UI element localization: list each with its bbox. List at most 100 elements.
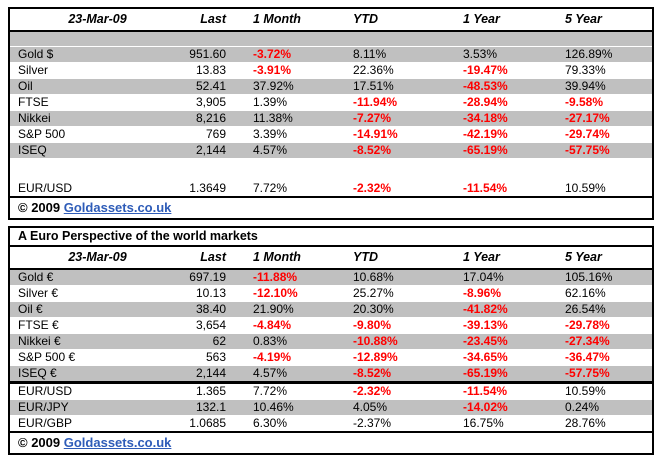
row-label: Nikkei € <box>10 333 185 350</box>
cell-percent: -8.52% <box>330 365 440 383</box>
usd-market-table: 23-Mar-09 Last 1 Month YTD 1 Year 5 Year Gold… <box>8 7 654 220</box>
column-header: 1 Year <box>440 9 542 32</box>
row-label: Nikkei <box>10 110 185 127</box>
cell-percent: -14.91% <box>330 126 440 143</box>
cell-percent: 62.16% <box>542 285 652 302</box>
cell-percent: 6.30% <box>230 415 330 433</box>
table-row: Oil €38.40 21.90% 20.30% -41.82% 26.54% <box>10 301 652 318</box>
copyright-note: © 2009 <box>18 200 61 215</box>
cell-last-price: 2,144 <box>185 365 230 383</box>
column-header: Last <box>185 9 230 32</box>
cell-last-price: 132.1 <box>185 399 230 416</box>
footer-cell: © 2009 Goldassets.co.uk <box>10 196 652 218</box>
table-row: Silver 13.83 -3.91% 22.36% -19.47% 79.33% <box>10 62 652 79</box>
usd-table: 23-Mar-09 Last 1 Month YTD 1 Year 5 Year Gold… <box>10 9 652 218</box>
cell-percent: 21.90% <box>230 301 330 318</box>
row-label: Silver <box>10 62 185 79</box>
row-label: ISEQ € <box>10 365 185 383</box>
cell-percent: 11.38% <box>230 110 330 127</box>
footer-row: © 2009 Goldassets.co.uk <box>10 196 652 218</box>
row-label: Gold € <box>10 269 185 286</box>
date-header: 23-Mar-09 <box>10 247 185 270</box>
cell-percent: 8.11% <box>330 46 440 63</box>
spacer-cell <box>10 158 652 181</box>
table-row: FTSE 3,905 1.39% -11.94% -28.94% -9.58% <box>10 94 652 111</box>
cell-percent: -12.10% <box>230 285 330 302</box>
euro-market-table: A Euro Perspective of the world markets … <box>8 226 654 455</box>
cell-percent: 79.33% <box>542 62 652 79</box>
cell-percent: -11.54% <box>440 381 542 400</box>
table-row: Gold $951.60 -3.72% 8.11% 3.53% 126.89% <box>10 46 652 63</box>
cell-percent: -8.96% <box>440 285 542 302</box>
row-label: EUR/GBP <box>10 415 185 433</box>
cell-last-price: 38.40 <box>185 301 230 318</box>
table-row: S&P 500 769 3.39% -14.91% -42.19% -29.74% <box>10 126 652 143</box>
column-header-row: 23-Mar-09 Last 1 Month YTD 1 Year 5 Year <box>10 9 652 32</box>
cell-percent: 7.72% <box>230 381 330 400</box>
cell-percent: -29.78% <box>542 317 652 334</box>
table-row: Oil 52.41 37.92% 17.51% -48.53% 39.94% <box>10 78 652 95</box>
cell-percent: -29.74% <box>542 126 652 143</box>
cell-percent: -34.18% <box>440 110 542 127</box>
cell-percent: 17.51% <box>330 78 440 95</box>
row-label: EUR/USD <box>10 381 185 400</box>
date-header: 23-Mar-09 <box>10 9 185 32</box>
row-label: FTSE <box>10 94 185 111</box>
cell-last-price: 3,654 <box>185 317 230 334</box>
cell-last-price: 10.13 <box>185 285 230 302</box>
cell-percent: -4.84% <box>230 317 330 334</box>
column-header-row: 23-Mar-09 Last 1 Month YTD 1 Year 5 Year <box>10 247 652 270</box>
cell-percent: -27.17% <box>542 110 652 127</box>
cell-last-price: 3,905 <box>185 94 230 111</box>
cell-last-price: 8,216 <box>185 110 230 127</box>
row-label: ISEQ <box>10 142 185 159</box>
cell-percent: -4.19% <box>230 349 330 366</box>
goldassets-link[interactable]: Goldassets.co.uk <box>63 200 172 215</box>
cell-percent: -41.82% <box>440 301 542 318</box>
table-row: EUR/JPY 132.1 10.46% 4.05% -14.02% 0.24% <box>10 399 652 416</box>
table-row: Nikkei 8,216 11.38% -7.27% -34.18% -27.17% <box>10 110 652 127</box>
cell-percent: -48.53% <box>440 78 542 95</box>
table-row: Nikkei €62 0.83% -10.88% -23.45% -27.34% <box>10 333 652 350</box>
cell-last-price: 951.60 <box>185 46 230 63</box>
spacer-row <box>10 31 652 47</box>
table-row: EUR/USD 1.365 7.72% -2.32% -11.54% 10.59% <box>10 381 652 400</box>
footer-row: © 2009 Goldassets.co.uk <box>10 431 652 453</box>
cell-percent: -14.02% <box>440 399 542 416</box>
row-label: Oil € <box>10 301 185 318</box>
cell-percent: -2.32% <box>330 381 440 400</box>
cell-percent: 0.24% <box>542 399 652 416</box>
cell-last-price: 1.0685 <box>185 415 230 433</box>
cell-percent: -19.47% <box>440 62 542 79</box>
row-label: Silver € <box>10 285 185 302</box>
table-row: S&P 500 €563 -4.19% -12.89% -34.65% -36.47% <box>10 349 652 366</box>
table-row: FTSE €3,654 -4.84% -9.80% -39.13% -29.78% <box>10 317 652 334</box>
cell-percent: 16.75% <box>440 415 542 433</box>
cell-percent: -36.47% <box>542 349 652 366</box>
cell-percent: 28.76% <box>542 415 652 433</box>
euro-table: 23-Mar-09 Last 1 Month YTD 1 Year 5 Year Gold… <box>10 247 652 453</box>
table-row: EUR/GBP 1.0685 6.30% -2.37% 16.75% 28.76% <box>10 415 652 433</box>
cell-percent: -65.19% <box>440 142 542 159</box>
row-label: S&P 500 <box>10 126 185 143</box>
cell-percent: 25.27% <box>330 285 440 302</box>
cell-percent: 20.30% <box>330 301 440 318</box>
cell-percent: -39.13% <box>440 317 542 334</box>
cell-percent: -7.27% <box>330 110 440 127</box>
cell-percent: 17.04% <box>440 269 542 286</box>
cell-percent: -2.37% <box>330 415 440 433</box>
cell-percent: 10.59% <box>542 381 652 400</box>
cell-percent: 7.72% <box>230 180 330 198</box>
goldassets-link[interactable]: Goldassets.co.uk <box>63 435 172 450</box>
cell-percent: 4.57% <box>230 365 330 383</box>
cell-percent: -23.45% <box>440 333 542 350</box>
cell-percent: 10.68% <box>330 269 440 286</box>
cell-percent: 39.94% <box>542 78 652 95</box>
column-header: 5 Year <box>542 247 652 270</box>
cell-last-price: 563 <box>185 349 230 366</box>
cell-percent: -9.58% <box>542 94 652 111</box>
cell-percent: -10.88% <box>330 333 440 350</box>
cell-last-price: 13.83 <box>185 62 230 79</box>
cell-percent: 0.83% <box>230 333 330 350</box>
cell-percent: 10.59% <box>542 180 652 198</box>
